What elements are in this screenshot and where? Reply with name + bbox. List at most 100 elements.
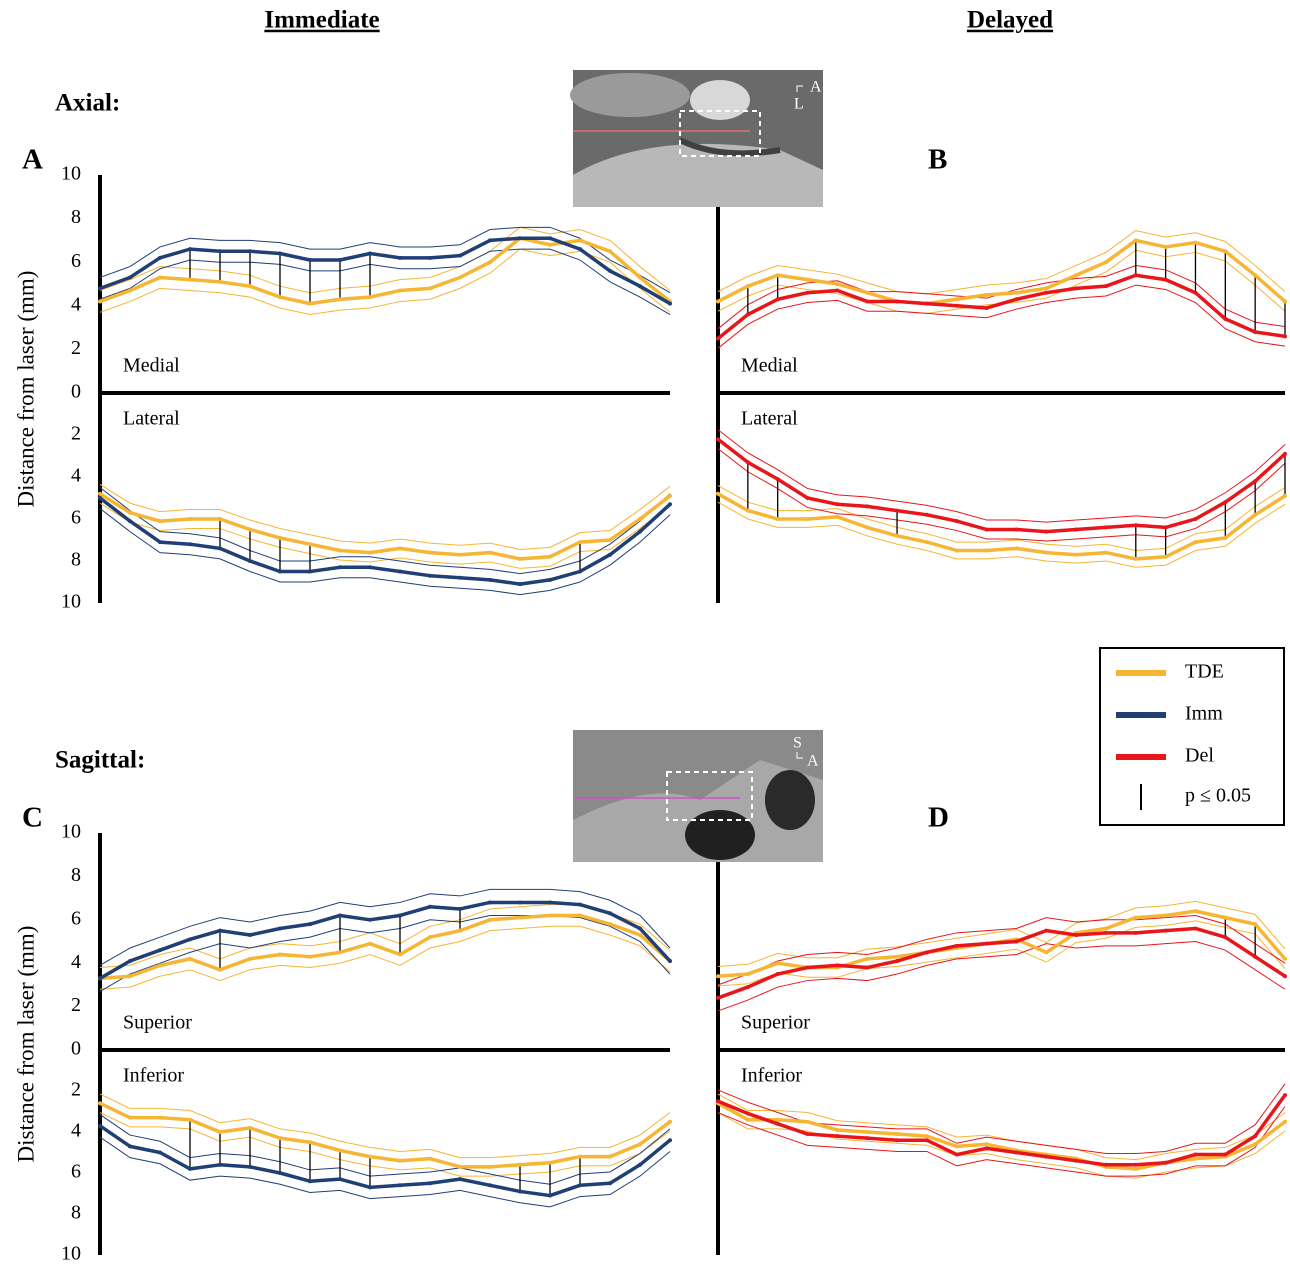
point	[1163, 554, 1168, 559]
ci-line	[717, 940, 1286, 1012]
point	[98, 286, 102, 291]
point	[984, 305, 989, 310]
point	[745, 985, 750, 990]
series-line	[716, 273, 1286, 340]
point	[98, 491, 102, 496]
orientation-label: L	[794, 96, 804, 113]
series-line	[99, 492, 672, 561]
panel: C Distance from laser (mm) Superior 0 2 4 6 8 10…	[13, 802, 672, 1265]
legend-label: TDE	[1185, 661, 1224, 683]
point	[1044, 928, 1049, 933]
series-line	[717, 238, 1287, 306]
point	[716, 1099, 720, 1104]
point	[1014, 546, 1019, 551]
point	[1283, 1093, 1287, 1098]
row-title: Sagittal:	[55, 747, 145, 774]
point	[954, 519, 959, 524]
y-tick-label: 10	[61, 163, 81, 185]
point	[1253, 273, 1258, 278]
point	[835, 1127, 840, 1132]
point	[895, 299, 900, 304]
point	[488, 1164, 492, 1169]
point	[775, 297, 780, 302]
point	[924, 950, 929, 955]
point	[428, 1156, 432, 1161]
point	[895, 959, 900, 964]
panel: A Distance from laser (mm) Medial 0 2 4 6 8 10 La…	[13, 144, 672, 613]
point	[638, 517, 642, 521]
point	[98, 1101, 102, 1106]
point	[248, 249, 252, 254]
point	[638, 1142, 642, 1147]
point	[954, 297, 959, 302]
point	[954, 548, 959, 553]
legend-label: Del	[1185, 745, 1214, 767]
point	[338, 297, 342, 302]
y-tick-label: 10	[61, 591, 81, 613]
orientation-label: A	[810, 79, 822, 96]
point	[218, 546, 222, 551]
orientation-label: S	[793, 735, 802, 752]
ci-line	[717, 230, 1286, 295]
point	[218, 279, 222, 284]
point	[668, 301, 672, 306]
region-label: Lateral	[741, 408, 798, 430]
point	[188, 937, 192, 942]
ci-line	[717, 284, 1286, 349]
point	[1223, 316, 1228, 321]
point	[1193, 290, 1198, 295]
point	[1253, 1142, 1258, 1147]
sagittal-inset: S A	[573, 730, 823, 862]
y-tick-label: 8	[71, 1202, 81, 1224]
ci-line	[99, 502, 671, 569]
point	[835, 963, 840, 968]
ci-line	[99, 914, 671, 992]
point	[368, 565, 372, 570]
point	[308, 258, 312, 263]
panel-label: C	[22, 802, 43, 834]
point	[865, 1136, 870, 1141]
region-label: Lateral	[123, 408, 180, 430]
point	[1253, 1134, 1258, 1139]
point	[1074, 286, 1079, 291]
point	[1223, 935, 1228, 940]
point	[954, 1152, 959, 1157]
point	[578, 238, 582, 243]
point	[1074, 932, 1079, 937]
series-line	[717, 1094, 1287, 1167]
point	[775, 273, 780, 278]
point	[835, 1134, 840, 1139]
point	[98, 1123, 102, 1128]
point	[865, 965, 870, 970]
legend-box	[1099, 647, 1285, 826]
point	[1014, 297, 1019, 302]
point	[775, 1117, 780, 1122]
point	[1223, 500, 1228, 505]
ci-line	[99, 226, 671, 294]
point	[338, 548, 342, 553]
point	[338, 565, 342, 570]
point	[338, 258, 342, 263]
series-line	[716, 437, 1287, 534]
point	[548, 554, 552, 559]
point	[278, 535, 282, 540]
ci-line	[717, 1106, 1286, 1177]
point	[608, 552, 612, 557]
point	[924, 1138, 929, 1143]
point	[835, 288, 840, 293]
point	[668, 1138, 672, 1143]
point	[638, 275, 642, 280]
point	[608, 922, 612, 927]
ci-line	[99, 226, 671, 294]
point	[954, 943, 959, 948]
point	[368, 550, 372, 555]
point	[398, 913, 402, 918]
point	[368, 941, 372, 946]
point	[218, 1162, 222, 1167]
point	[458, 552, 462, 557]
point	[1163, 525, 1168, 530]
column-title: Immediate	[264, 7, 379, 34]
ci-line	[717, 1083, 1286, 1155]
point	[98, 299, 102, 304]
point	[775, 517, 780, 521]
